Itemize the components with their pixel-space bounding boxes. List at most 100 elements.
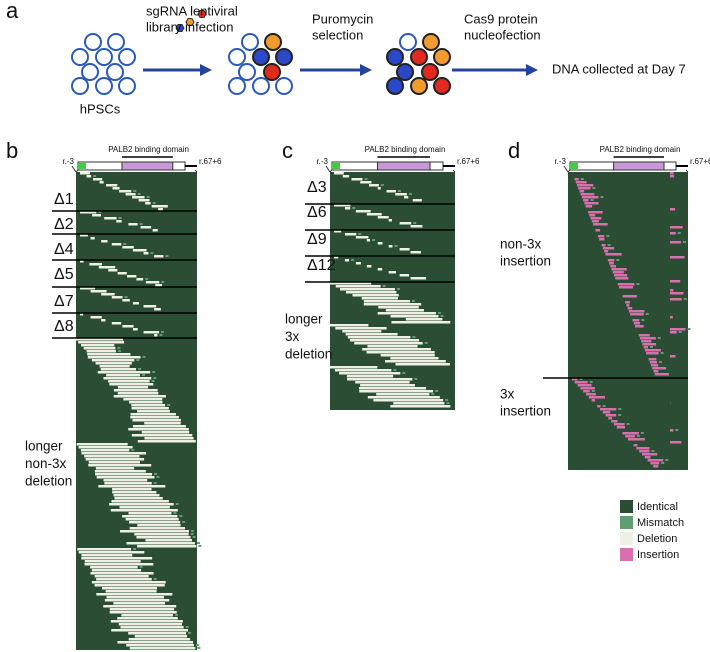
stripe (339, 372, 401, 375)
note-label: longer (25, 439, 63, 454)
mismatch (174, 614, 178, 616)
mismatch (606, 235, 610, 237)
stripe (86, 350, 116, 353)
stripe (129, 521, 181, 524)
stripe (360, 384, 415, 387)
stripe (132, 419, 181, 422)
mismatch (602, 405, 606, 407)
stripe (126, 542, 195, 545)
cell (95, 48, 113, 66)
stripe (399, 222, 412, 225)
stripe (120, 530, 189, 533)
virus (185, 18, 195, 26)
start-box (332, 163, 340, 169)
stripe (80, 313, 84, 316)
stripe (633, 444, 638, 447)
stripe (334, 256, 339, 259)
stripe (141, 431, 190, 434)
cell (71, 48, 89, 66)
stripe (377, 187, 381, 190)
mismatch (182, 521, 186, 523)
stripe (126, 644, 194, 647)
stripe (579, 190, 585, 193)
group-label: 3x (500, 387, 515, 402)
mismatch (589, 381, 593, 383)
end-label: r.67+6 (457, 157, 480, 166)
cell (252, 48, 270, 66)
stripe (103, 479, 148, 482)
stripe (117, 272, 127, 275)
stripe (113, 602, 166, 605)
stripe (670, 175, 675, 178)
stripe (355, 262, 361, 265)
cell (81, 63, 99, 81)
stripe (574, 381, 588, 384)
stripe (344, 207, 351, 210)
stripe (600, 408, 617, 411)
cell (421, 63, 439, 81)
mismatch (675, 429, 679, 431)
stripe (111, 629, 189, 632)
stripe (119, 190, 132, 193)
mismatch (167, 404, 171, 406)
stripe (639, 450, 650, 453)
stripe (78, 551, 145, 554)
stripe (86, 175, 92, 178)
stripe (359, 390, 434, 393)
stripe (334, 172, 344, 175)
cell (264, 33, 282, 51)
mismatch (179, 515, 183, 517)
stripe (609, 262, 614, 265)
stripe (132, 425, 186, 428)
stripe (593, 223, 608, 226)
stripe (110, 509, 178, 512)
stripe (145, 202, 151, 205)
mismatch (645, 313, 649, 315)
mismatch (98, 211, 102, 213)
stripe (366, 351, 435, 354)
stripe (143, 252, 149, 255)
mismatch (431, 393, 435, 395)
stripe (602, 247, 615, 250)
stripe (388, 219, 392, 222)
step-text: nucleofection (464, 27, 541, 42)
stripe (652, 367, 667, 370)
mismatch (591, 390, 595, 392)
stripe (121, 614, 173, 617)
stripe (670, 256, 685, 259)
mismatch (413, 222, 417, 224)
mismatch (136, 359, 140, 361)
stripe (405, 318, 443, 321)
stripe (617, 283, 635, 286)
stripe (591, 220, 599, 223)
mismatch (142, 356, 146, 358)
stripe (355, 210, 371, 213)
stripe (89, 263, 102, 266)
mismatch (402, 372, 406, 374)
stripe (330, 366, 378, 369)
stripe (670, 280, 681, 283)
stripe (670, 208, 676, 211)
stripe (125, 193, 136, 196)
stripe (644, 456, 651, 459)
group-label: Δ2 (54, 216, 74, 233)
mismatch (196, 542, 200, 544)
stripe (630, 313, 644, 316)
stripe (98, 266, 116, 269)
group-label: Δ3 (307, 179, 327, 196)
zoom (194, 169, 198, 173)
cell (228, 48, 246, 66)
mismatch (159, 334, 163, 336)
stripe (632, 319, 640, 322)
cell (433, 77, 451, 95)
stripe (595, 229, 601, 232)
stripe (81, 557, 153, 560)
stripe (84, 455, 140, 458)
mismatch (190, 530, 194, 532)
stripe (347, 378, 413, 381)
stripe (608, 417, 613, 420)
mismatch (424, 342, 428, 344)
stripe (378, 306, 419, 309)
stripe (111, 243, 122, 246)
